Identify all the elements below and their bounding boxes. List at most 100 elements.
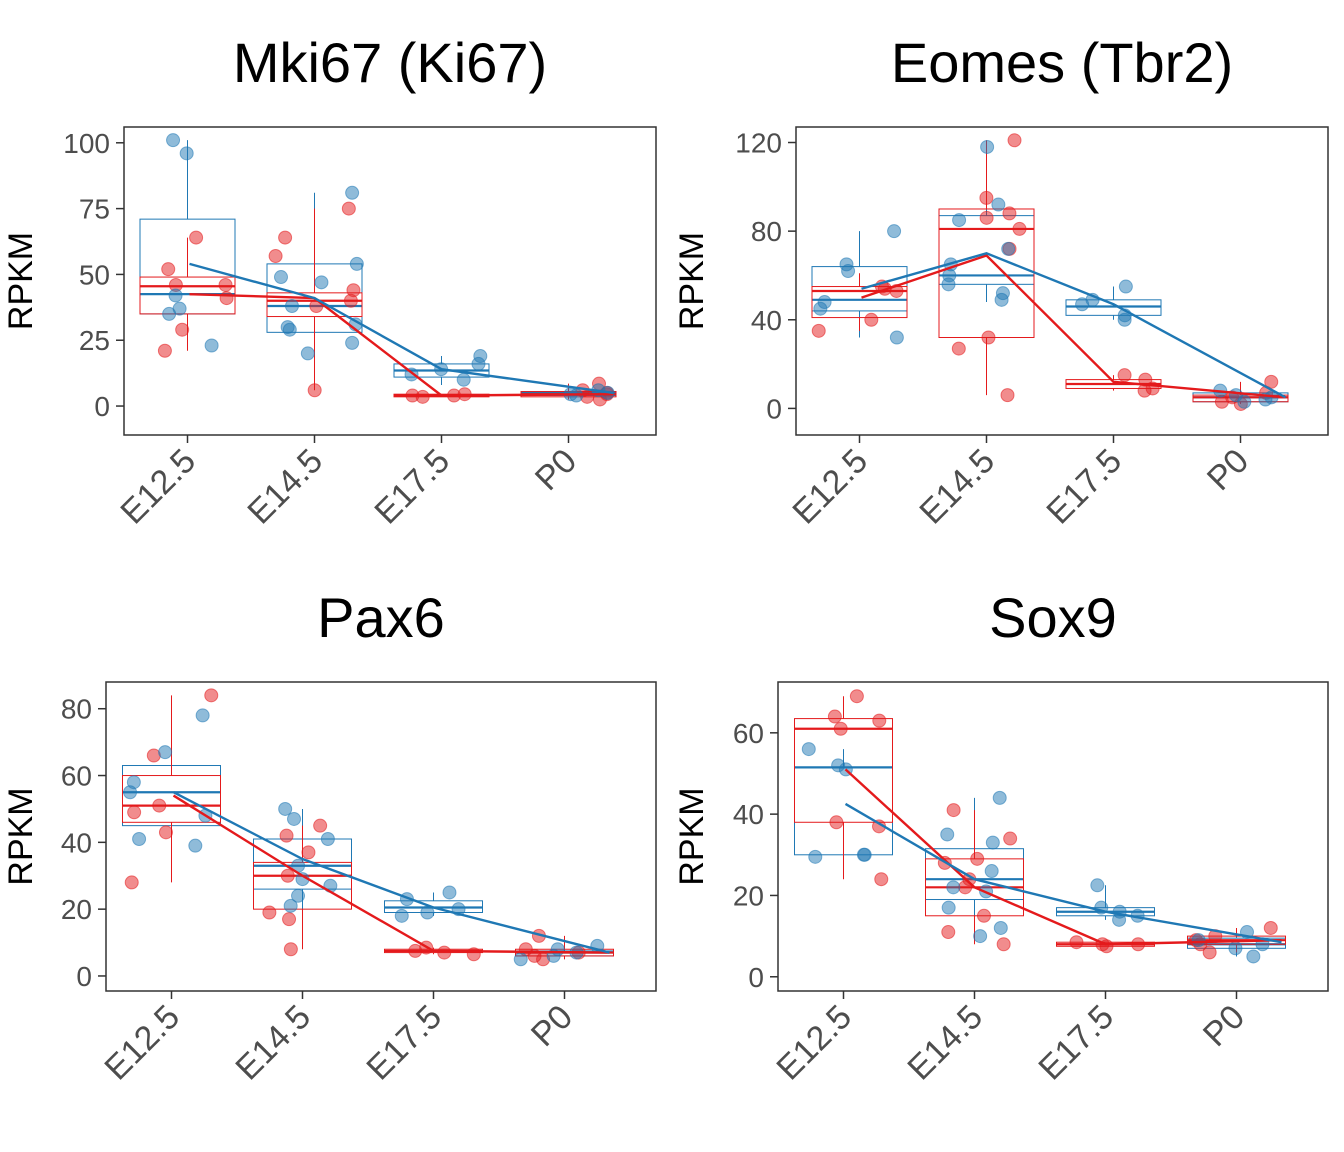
data-point-blue [1090, 878, 1105, 893]
data-point-red [833, 721, 848, 736]
data-point-blue [345, 185, 360, 200]
data-point-blue [1075, 297, 1090, 312]
x-tick-label: E17.5 [1031, 998, 1121, 1088]
data-point-red [189, 230, 204, 245]
data-point-blue [172, 301, 187, 316]
data-point-blue [889, 330, 904, 345]
data-point-red [849, 689, 864, 704]
box-red-E12.5 [122, 695, 221, 883]
trend-line-red [172, 794, 610, 954]
y-tick-label: 75 [79, 194, 110, 225]
data-point-red [996, 937, 1011, 952]
chart-panel-3: Pax6 RPKM 0 20 40 60 80 E12.5 E14.5 E17.5 P0 [2, 586, 657, 1088]
chart-title: Mki67 (Ki67) [233, 31, 547, 94]
data-point-red [981, 330, 996, 345]
data-point-blue [941, 277, 956, 292]
data-point-blue [1237, 394, 1252, 409]
data-point-red [152, 798, 167, 813]
data-point-red [313, 818, 328, 833]
x-tick-label: P0 [528, 442, 584, 498]
data-point-red [282, 912, 297, 927]
data-point-red [946, 803, 961, 818]
trend-line-red [189, 292, 614, 397]
box-iqr [1065, 299, 1162, 316]
data-point-blue [887, 224, 902, 239]
trend-line-blue [189, 262, 614, 395]
trend-line-red [844, 768, 1282, 946]
data-point-blue [284, 299, 299, 314]
y-tick-label: 50 [79, 259, 110, 290]
data-point-red [1000, 388, 1015, 403]
data-point-blue [1246, 949, 1261, 964]
trend-line-blue [861, 252, 1287, 399]
data-point-blue [940, 827, 955, 842]
data-point-blue [992, 790, 1007, 805]
data-point-blue [320, 832, 335, 847]
data-point-red [278, 230, 293, 245]
data-point-blue [282, 322, 297, 337]
data-point-red [872, 713, 887, 728]
data-point-red [941, 925, 956, 940]
y-tick-label: 0 [76, 961, 92, 992]
data-point-red [301, 845, 316, 860]
data-point-red [864, 312, 879, 327]
data-point-blue [856, 847, 871, 862]
data-point-blue [442, 885, 457, 900]
y-tick-label: 40 [733, 799, 764, 830]
data-point-blue [1118, 279, 1133, 294]
data-point-blue [813, 301, 828, 316]
data-point-blue [801, 742, 816, 757]
data-point-red [1003, 831, 1018, 846]
data-point-blue [941, 900, 956, 915]
data-point-red [307, 383, 322, 398]
box-iqr [122, 775, 221, 823]
x-tick-label: E17.5 [1039, 442, 1129, 532]
chart-panel-4: Sox9 RPKM 0 20 40 60 E12.5 E14.5 E17.5 P0 [673, 586, 1329, 1088]
y-tick-label: 20 [61, 894, 92, 925]
y-tick-label: 0 [94, 391, 110, 422]
box-iqr [811, 286, 908, 319]
y-axis-label: RPKM [2, 232, 40, 330]
data-point-red [874, 872, 889, 887]
data-point-red [1012, 221, 1027, 236]
data-point-blue [168, 288, 183, 303]
x-tick-label: E17.5 [359, 998, 449, 1088]
data-point-blue [991, 197, 1006, 212]
data-point-blue [994, 292, 1009, 307]
data-point-red [951, 341, 966, 356]
data-point-blue [283, 898, 298, 913]
y-tick-label: 100 [63, 128, 110, 159]
y-tick-label: 40 [61, 827, 92, 858]
y-tick-label: 25 [79, 325, 110, 356]
x-tick-label: E14.5 [240, 442, 330, 532]
panel-border [123, 126, 657, 436]
data-point-blue [1117, 312, 1132, 327]
data-point-blue [314, 275, 329, 290]
chart-title: Pax6 [317, 586, 445, 649]
y-tick-label: 80 [61, 694, 92, 725]
x-tick-label: E14.5 [912, 442, 1002, 532]
data-point-red [1263, 920, 1278, 935]
data-point-red [829, 815, 844, 830]
data-point-blue [471, 356, 486, 371]
panel-border [777, 681, 1329, 992]
panel-border [795, 126, 1329, 436]
data-point-red [204, 688, 219, 703]
data-point-blue [300, 346, 315, 361]
data-point-red [346, 283, 361, 298]
data-point-red [158, 825, 173, 840]
trend-line-blue [844, 802, 1282, 944]
data-point-blue [1001, 241, 1016, 256]
data-point-red [827, 709, 842, 724]
data-point-blue [841, 264, 856, 279]
data-point-red [262, 905, 277, 920]
chart-title: Sox9 [989, 586, 1117, 649]
data-point-red [218, 277, 233, 292]
data-point-red [466, 947, 481, 962]
box-iqr [266, 292, 363, 318]
box-iqr [794, 718, 893, 823]
x-tick-label: E17.5 [367, 442, 457, 532]
chart-title: Eomes (Tbr2) [891, 31, 1233, 94]
data-point-red [437, 945, 452, 960]
data-point-red [811, 323, 826, 338]
